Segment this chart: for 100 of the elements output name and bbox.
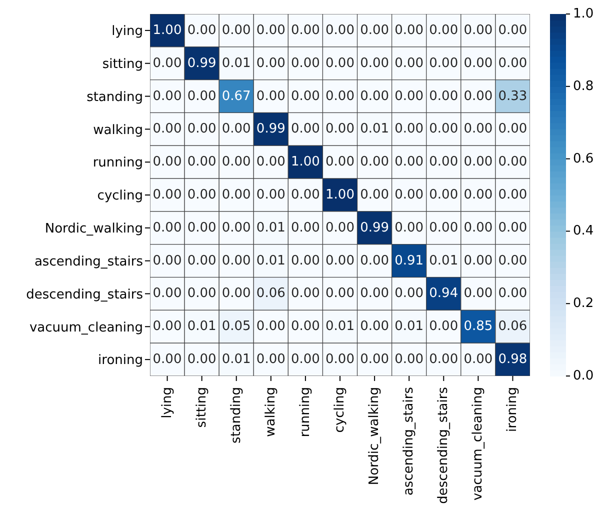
data-label: 0.00 <box>394 122 424 137</box>
data-label: 0.00 <box>152 319 182 334</box>
color-bar-label: 1.0 <box>573 6 594 22</box>
data-label: 0.00 <box>360 88 390 104</box>
x-tick-label: standing <box>228 387 244 444</box>
data-label: 0.01 <box>222 352 251 368</box>
data-label: 0.00 <box>464 188 493 202</box>
data-label: 0.00 <box>290 188 320 202</box>
data-label: 0.00 <box>394 188 424 202</box>
data-label: 0.00 <box>152 88 182 104</box>
data-label: 0.00 <box>187 352 216 368</box>
x-tick-label: vacuum_cleaning <box>470 387 486 501</box>
data-label: 0.00 <box>152 154 182 170</box>
data-label: 0.00 <box>152 286 182 302</box>
data-label: 0.00 <box>464 122 493 137</box>
data-label: 0.00 <box>429 122 458 137</box>
data-label: 0.00 <box>360 286 390 302</box>
data-label: 0.00 <box>152 253 182 268</box>
data-label: 0.00 <box>326 253 354 268</box>
y-tick-label: vacuum_cleaning <box>29 320 143 336</box>
y-tick-label: cycling <box>97 188 143 204</box>
data-label: 0.00 <box>222 220 251 236</box>
data-label: 0.94 <box>429 286 458 302</box>
data-label: 0.00 <box>429 154 458 170</box>
data-label: 0.00 <box>394 220 424 236</box>
data-label: 0.00 <box>394 286 424 302</box>
data-label: 0.00 <box>290 122 320 137</box>
y-tick-label: ascending_stairs <box>34 254 144 270</box>
data-label: 0.06 <box>498 319 528 334</box>
data-label: 0.01 <box>187 319 216 334</box>
data-label: 0.00 <box>498 188 528 202</box>
data-label: 0.05 <box>222 319 251 334</box>
color-bar-label: 0.8 <box>573 78 594 94</box>
data-label: 0.00 <box>360 352 390 368</box>
data-label: 0.01 <box>394 319 424 334</box>
data-label: 0.00 <box>152 220 182 236</box>
data-label: 0.00 <box>498 56 528 71</box>
data-label: 0.00 <box>326 22 354 38</box>
data-label: 0.99 <box>360 220 390 236</box>
data-label: 0.00 <box>187 154 216 170</box>
data-label: 0.00 <box>290 352 320 368</box>
data-label: 0.00 <box>222 22 251 38</box>
data-label: 0.00 <box>360 22 390 38</box>
data-label: 0.00 <box>326 220 354 236</box>
y-tick-label: sitting <box>102 56 143 72</box>
data-label: 0.00 <box>326 56 354 71</box>
data-label: 0.00 <box>222 286 251 302</box>
data-label: 0.00 <box>360 154 390 170</box>
data-label: 0.00 <box>256 154 286 170</box>
data-label: 0.01 <box>360 122 390 137</box>
data-label: 0.00 <box>290 56 320 71</box>
data-label: 0.00 <box>464 154 493 170</box>
data-label: 0.00 <box>498 22 528 38</box>
data-label: 0.00 <box>429 319 458 334</box>
x-tick-label: descending_stairs <box>436 386 452 504</box>
data-label: 0.00 <box>256 319 286 334</box>
data-label: 0.00 <box>326 122 354 137</box>
x-tick-label: cycling <box>332 387 348 433</box>
data-label: 0.00 <box>187 22 216 38</box>
data-label: 0.00 <box>222 188 251 202</box>
y-tick-label: Nordic_walking <box>44 222 143 237</box>
data-label: 0.00 <box>360 319 390 334</box>
y-tick-label: walking <box>93 122 143 138</box>
x-tick-label: lying <box>160 387 175 418</box>
color-bar-label: 0.2 <box>573 296 594 312</box>
data-label: 0.00 <box>360 253 390 268</box>
data-label: 0.00 <box>187 253 216 268</box>
data-label: 0.00 <box>498 286 528 302</box>
data-label: 0.91 <box>394 253 424 268</box>
data-label: 0.00 <box>187 286 216 302</box>
data-label: 0.00 <box>187 88 216 104</box>
data-label: 0.00 <box>498 220 528 236</box>
data-label: 1.00 <box>326 188 354 202</box>
data-label: 0.00 <box>152 352 182 368</box>
y-tick-label: running <box>92 156 143 171</box>
color-bar-label: 0.0 <box>573 368 594 384</box>
data-label: 0.00 <box>326 352 354 368</box>
data-label: 0.00 <box>222 253 251 268</box>
y-tick-label: descending_stairs <box>26 287 144 302</box>
y-tick-label: lying <box>112 24 143 40</box>
data-label: 0.00 <box>394 56 424 71</box>
data-label: 0.06 <box>256 286 286 302</box>
data-label: 0.00 <box>326 88 354 104</box>
data-label: 0.00 <box>256 188 286 202</box>
data-label: 0.00 <box>394 154 424 170</box>
data-label: 0.00 <box>429 352 458 368</box>
data-label: 0.00 <box>290 220 320 236</box>
data-label: 0.67 <box>222 88 251 104</box>
data-label: 0.00 <box>360 188 390 202</box>
data-label: 0.01 <box>326 319 354 334</box>
data-label: 0.00 <box>290 286 320 302</box>
data-label: 0.00 <box>498 154 528 170</box>
data-label: 0.00 <box>429 22 458 38</box>
data-label: 0.00 <box>152 188 182 202</box>
data-label: 0.00 <box>152 122 182 137</box>
data-label: 0.01 <box>222 56 251 71</box>
data-label: 0.00 <box>256 22 286 38</box>
data-label: 0.00 <box>498 253 528 268</box>
data-label: 0.00 <box>360 56 390 71</box>
data-label: 0.00 <box>394 352 424 368</box>
